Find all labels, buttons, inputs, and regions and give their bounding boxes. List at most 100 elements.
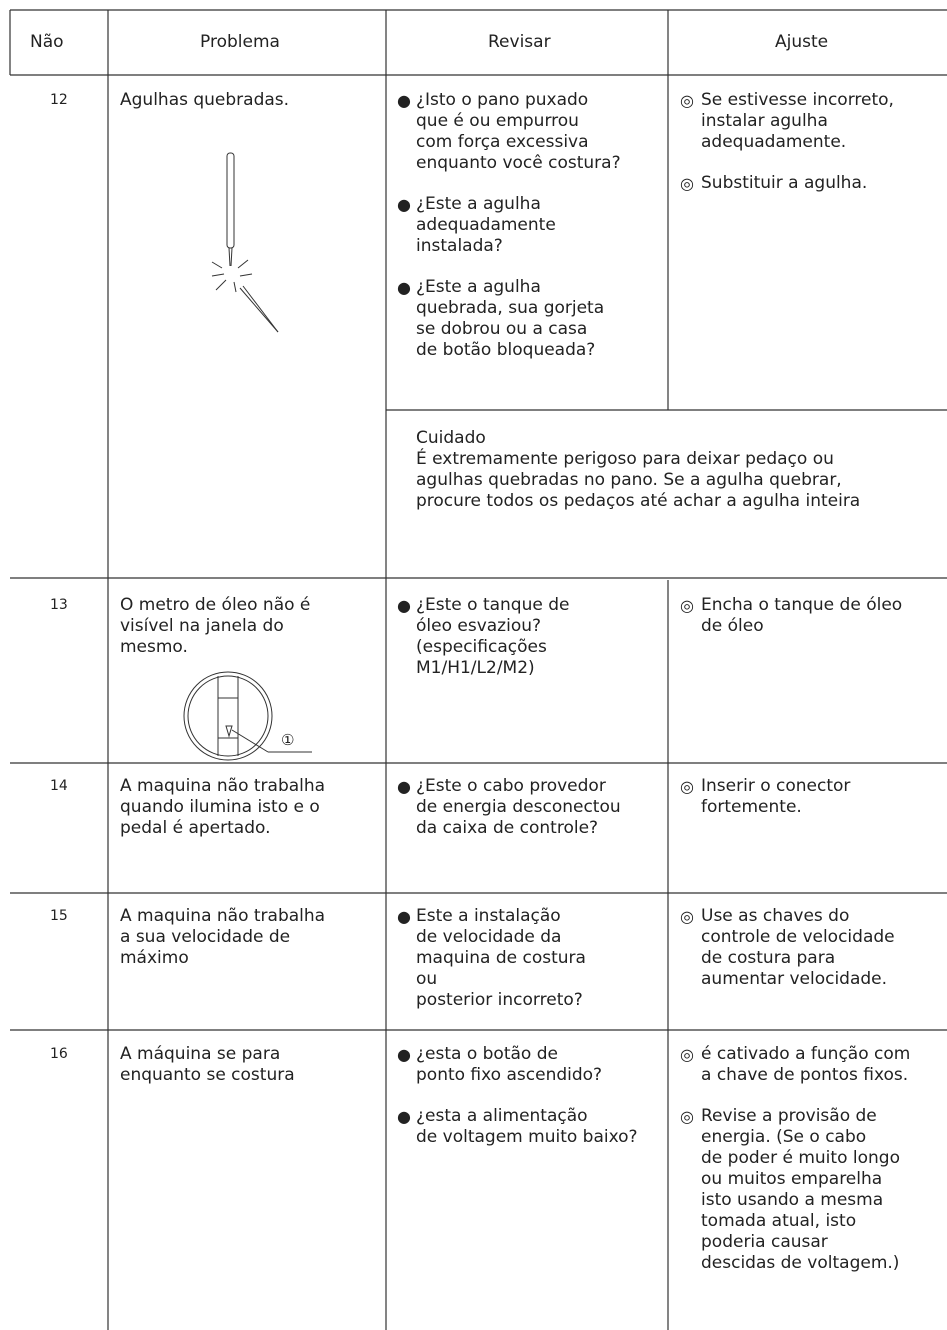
text-line: ¿esta o botão de <box>416 1044 558 1064</box>
text-line: É extremamente perigoso para deixar peda… <box>416 449 834 469</box>
text-line: enquanto se costura <box>120 1065 295 1085</box>
text-line: enquanto você costura? <box>416 153 621 173</box>
text-line: posterior incorreto? <box>416 990 583 1010</box>
text-line: quebrada, sua gorjeta <box>416 298 605 318</box>
header-cell: Ajuste <box>775 32 829 52</box>
problem-cell: O metro de óleo não é visível na janela d… <box>120 595 310 658</box>
text-line: instalar agulha <box>701 111 828 131</box>
text-line: Inserir o conector <box>701 776 851 796</box>
text-line: quando ilumina isto e o <box>120 797 320 817</box>
text-line: Use as chaves do <box>701 906 850 926</box>
text-line: de voltagem muito baixo? <box>416 1127 638 1147</box>
text-line: (especificações <box>416 637 547 657</box>
caution-note: Cuidado É extremamente perigoso para deix… <box>416 428 860 512</box>
text-line: isto usando a mesma <box>701 1190 884 1210</box>
adjust-cell: Se estivesse incorreto,instalar agulhaad… <box>680 90 894 214</box>
text-line: se dobrou ou a casa <box>416 319 588 339</box>
text-line: ou <box>416 969 438 989</box>
header-cell: Revisar <box>488 32 551 52</box>
text-line: agulhas quebradas no pano. Se a agulha q… <box>416 470 842 490</box>
text-line: máximo <box>120 948 189 968</box>
text-line: adequadamente. <box>701 132 847 152</box>
problem-cell: A máquina se para enquanto se costura <box>120 1044 295 1086</box>
text-line: poderia causar <box>701 1232 828 1252</box>
text-line: mesmo. <box>120 637 188 657</box>
text-line: O metro de óleo não é <box>120 595 311 615</box>
text-line: A maquina não trabalha <box>120 906 326 926</box>
row-number: 16 <box>50 1046 68 1062</box>
problem-cell: A maquina não trabalha quando ilumina ist… <box>120 776 325 839</box>
text-line: Revise a provisão de <box>701 1106 877 1126</box>
row-number: 12 <box>50 92 68 108</box>
text-line: A maquina não trabalha <box>120 776 326 796</box>
text-line: visível na janela do <box>120 616 284 636</box>
text-line: de óleo <box>701 616 764 636</box>
row-number: 13 <box>50 597 68 613</box>
text-line: Agulhas quebradas. <box>120 90 290 110</box>
text-line: ¿Este o cabo provedor <box>416 776 606 796</box>
figure-label: ① <box>281 731 295 749</box>
problem-cell: Agulhas quebradas. <box>120 90 289 111</box>
text-line: ou muitos emparelha <box>701 1169 883 1189</box>
text-line: procure todos os pedaços até achar a agu… <box>416 491 861 511</box>
text-line: controle de velocidade <box>701 927 895 947</box>
header-cell: Não <box>30 32 64 52</box>
text-line: pedal é apertado. <box>120 818 271 838</box>
text-line: ¿Este a agulha <box>416 194 541 214</box>
text-line: Este a instalação <box>416 906 561 926</box>
text-line: Se estivesse incorreto, <box>701 90 894 110</box>
text-line: de costura para <box>701 948 836 968</box>
text-line: tomada atual, isto <box>701 1211 857 1231</box>
adjust-item: Substituir a agulha. <box>680 173 894 194</box>
text-line: ponto fixo ascendido? <box>416 1065 603 1085</box>
text-line: ¿Este o tanque de <box>416 595 570 615</box>
text-line: a sua velocidade de <box>120 927 291 947</box>
text-line: ¿Isto o pano puxado <box>416 90 589 110</box>
text-line: óleo esvaziou? <box>416 616 542 636</box>
text-line: de poder é muito longo <box>701 1148 900 1168</box>
text-line: Cuidado <box>416 428 486 448</box>
text-line: é cativado a função com <box>701 1044 911 1064</box>
text-line: ¿Este a agulha <box>416 277 541 297</box>
text-line: A máquina se para <box>120 1044 281 1064</box>
text-line: adequadamente <box>416 215 556 235</box>
text-line: de velocidade da <box>416 927 562 947</box>
header-cell: Problema <box>200 32 280 52</box>
text-line: com força excessiva <box>416 132 589 152</box>
oil-window-figure <box>183 671 312 761</box>
text-line: descidas de voltagem.) <box>701 1253 900 1273</box>
text-line: a chave de pontos fixos. <box>701 1065 909 1085</box>
text-line: instalada? <box>416 236 503 256</box>
text-line: M1/H1/L2/M2) <box>416 658 535 678</box>
text-line: ¿esta a alimentação <box>416 1106 588 1126</box>
text-line: energia. (Se o cabo <box>701 1127 867 1147</box>
text-line: da caixa de controle? <box>416 818 599 838</box>
needle-figure <box>211 152 279 333</box>
text-line: maquina de costura <box>416 948 586 968</box>
row-number: 14 <box>50 778 68 794</box>
